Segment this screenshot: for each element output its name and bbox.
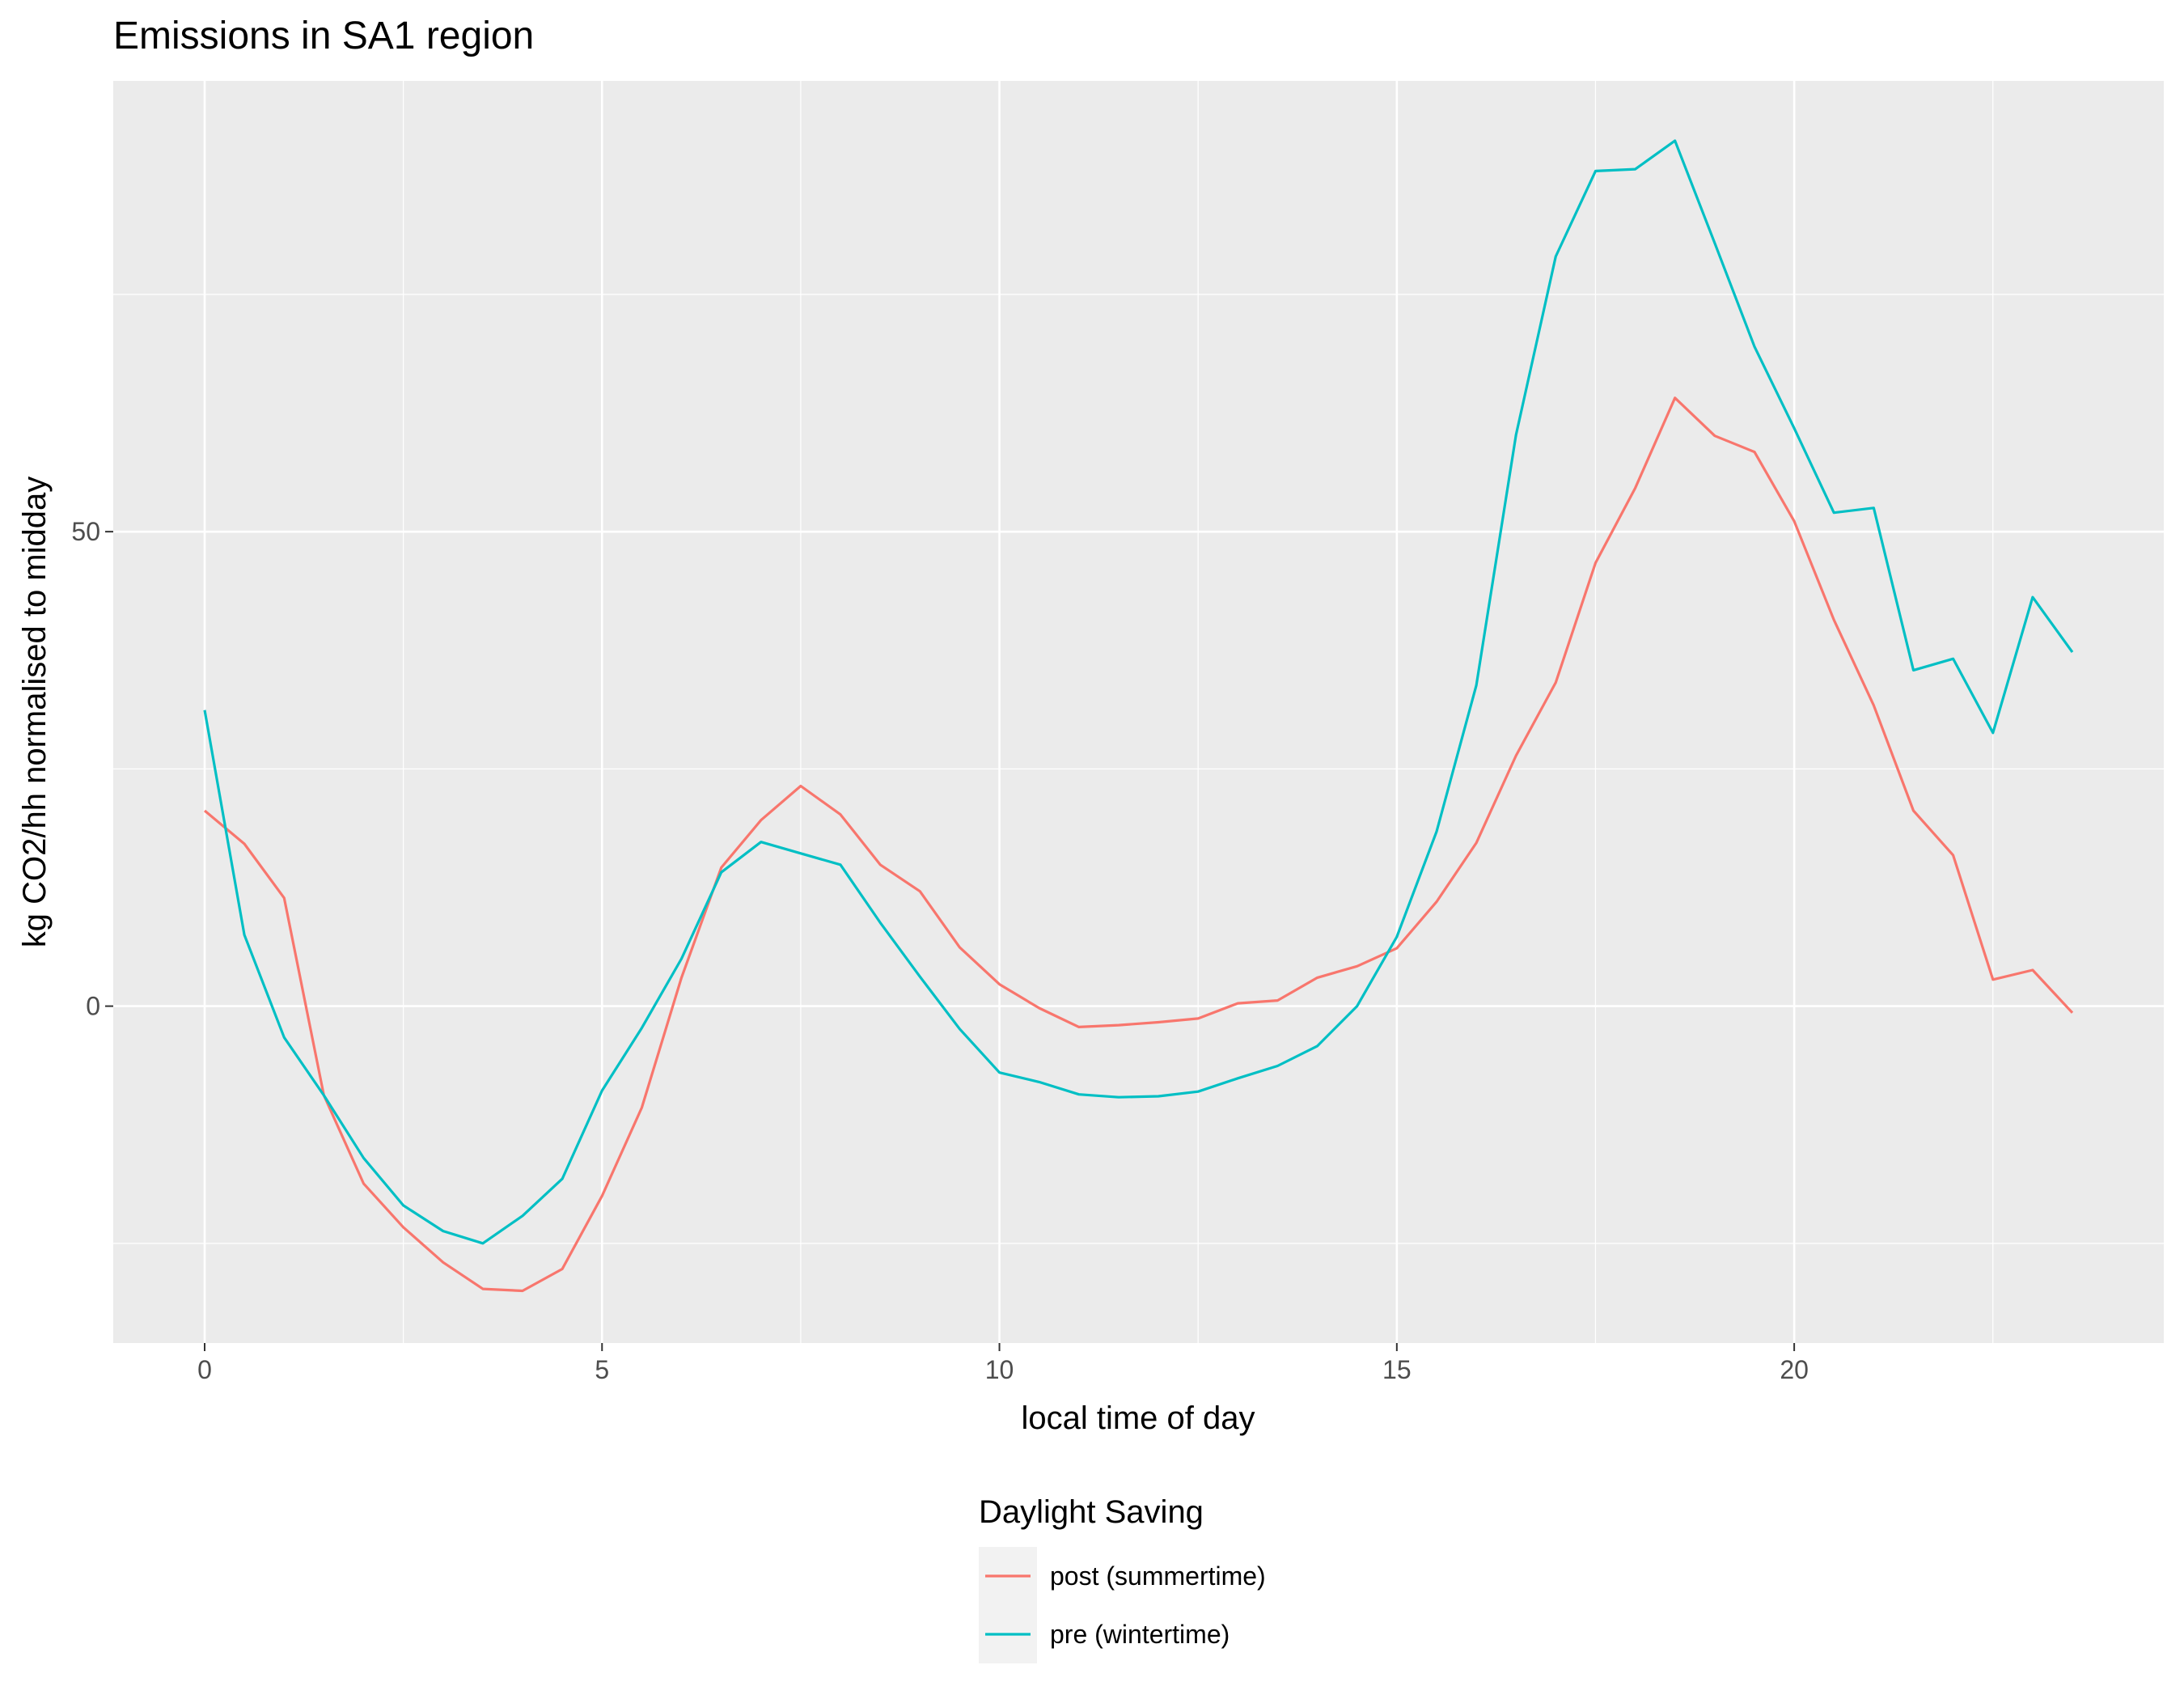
legend-label: pre (wintertime)	[1050, 1620, 1230, 1649]
x-tick-label: 5	[595, 1355, 609, 1384]
x-tick-label: 0	[197, 1355, 212, 1384]
chart-title: Emissions in SA1 region	[113, 15, 534, 57]
x-axis: 0 5 10 15 20	[197, 1343, 1809, 1384]
series-lines	[203, 139, 2074, 1293]
legend-label: post (summertime)	[1050, 1561, 1266, 1591]
legend-title: Daylight Saving	[979, 1494, 1204, 1530]
y-axis: 0 50	[71, 517, 113, 1021]
y-tick-label: 50	[71, 517, 100, 546]
legend-items: post (summertime) pre (wintertime)	[979, 1547, 1266, 1663]
y-tick-label: 0	[86, 992, 100, 1021]
x-tick-label: 15	[1382, 1355, 1412, 1384]
x-axis-title: local time of day	[1021, 1400, 1255, 1436]
series-line-post	[203, 396, 2074, 1293]
y-axis-title: kg CO2/hh normalised to midday	[17, 477, 53, 948]
minor-gridlines	[113, 81, 2164, 1343]
plot-panel-background	[113, 81, 2164, 1343]
legend-key-background	[979, 1547, 1037, 1663]
series-line-pre	[203, 139, 2074, 1245]
major-gridlines	[113, 81, 2164, 1343]
plot-panel	[113, 81, 2164, 1343]
x-tick-label: 10	[985, 1355, 1014, 1384]
x-tick-label: 20	[1780, 1355, 1809, 1384]
legend: Daylight Saving post (summertime) pre (wi…	[979, 1494, 1266, 1663]
